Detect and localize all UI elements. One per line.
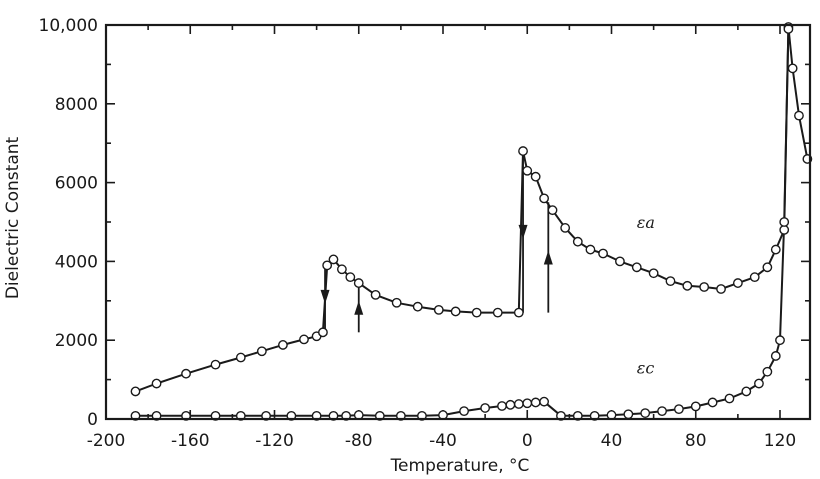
hysteresis-arrowhead [354,300,364,315]
data-point [539,396,549,407]
y-axis-title: Dielectric Constant [3,136,23,299]
data-point [505,399,516,410]
data-point [779,217,790,227]
data-point [754,378,764,389]
hysteresis-arrowhead [543,250,553,265]
data-point [623,409,634,420]
data-point [513,307,524,318]
x-tick-label: 0 [522,431,533,451]
data-point [459,406,469,417]
data-point [235,352,246,363]
data-point [741,386,752,397]
data-point [547,205,558,216]
data-point [433,304,444,315]
arrows-layer [320,151,553,333]
x-tick-label: -120 [255,431,294,451]
labels-layer: -200 -160 -120 -80 -40 0 40 80 120 0 2000 4000 6000 8… [39,16,797,451]
data-point [530,397,541,408]
data-point [497,401,507,411]
data-point [770,244,781,255]
data-point [770,351,781,361]
data-point [762,262,773,273]
data-point [513,399,524,409]
data-point [724,393,735,404]
plot-frame [104,23,812,421]
data-point [699,282,710,292]
data-point [522,398,533,409]
data-point [682,280,693,291]
data-point [522,165,533,176]
x-tick-label: 80 [685,431,707,451]
data-point [151,378,162,389]
y-tick-label: 4000 [55,252,98,272]
ticks-layer [106,25,810,419]
data-point [749,272,760,283]
series-label-epsilon-a: εa [637,213,655,232]
data-point [779,224,790,235]
data-point [631,262,642,273]
data-point [412,301,423,312]
x-tick-label: 40 [601,431,623,451]
series-line-epsilon-a [135,26,809,393]
data-point [657,406,667,417]
data-point [353,278,364,288]
series-line-epsilon-c [135,28,790,417]
data-point [560,223,571,233]
data-point [492,307,503,318]
data-point [690,401,701,412]
x-tick-label: -160 [171,431,210,451]
data-point [391,297,402,308]
data-point [278,340,288,350]
data-point [256,346,267,357]
data-point [322,260,333,271]
data-point [299,334,309,345]
data-point [598,248,608,259]
data-point [648,268,659,279]
data-point [450,306,461,317]
data-point [130,386,141,397]
data-point [345,272,356,283]
x-tick-label: -200 [87,431,126,451]
y-tick-label: 2000 [55,331,98,351]
data-point [787,63,798,74]
hysteresis-arrowhead [518,224,528,239]
data-point [518,146,528,156]
x-tick-label: -40 [429,431,457,451]
y-tick-label: 6000 [55,174,98,194]
data-point [716,284,726,294]
x-axis-title: Temperature, °C [390,456,530,476]
data-point [707,397,718,408]
data-point [615,256,625,267]
data-point [210,359,221,370]
series-label-epsilon-c: εc [637,359,655,378]
hysteresis-arrowhead [320,289,330,304]
data-point [471,307,482,318]
data-point [318,327,328,338]
data-point [572,236,583,247]
data-point [328,254,339,265]
data-point [530,171,541,182]
x-tick-label: 120 [764,431,796,451]
data-point [665,276,676,286]
data-point [775,335,785,346]
data-point [585,244,596,255]
data-point [732,278,743,288]
data-point [181,368,191,379]
data-point [480,403,491,413]
x-tick-label: -80 [345,431,373,451]
data-point [674,404,684,415]
data-point [794,110,804,121]
y-tick-label: 8000 [55,95,98,115]
data-point [370,289,381,300]
y-tick-label: 0 [87,410,98,430]
data-point [640,408,651,418]
data-point [762,366,773,377]
y-tick-label: 10,000 [39,16,98,36]
data-point [336,264,347,275]
data-point [539,193,549,204]
